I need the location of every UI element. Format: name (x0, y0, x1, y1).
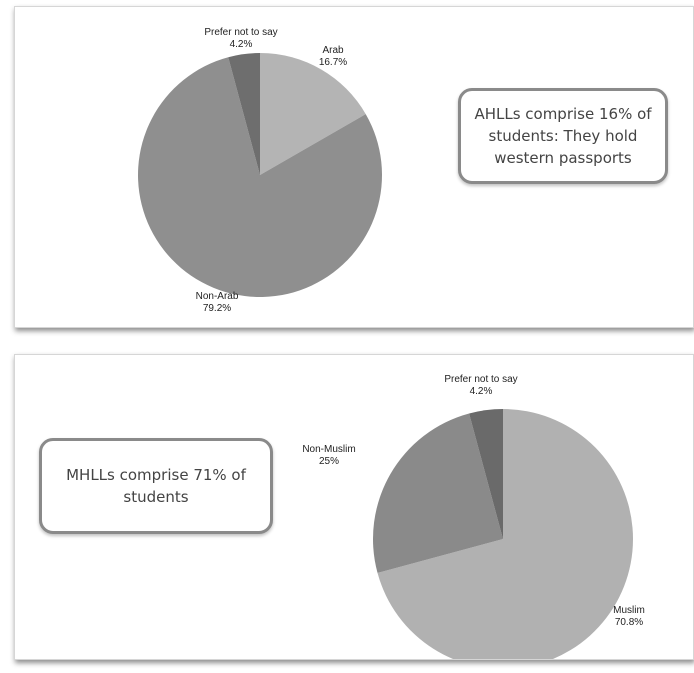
slice-label-prefer-not-to-say: Prefer not to say (444, 374, 517, 385)
chart-panel-religion: Muslim 70.8% Non-Muslim 25% Prefer not to sa… (14, 354, 694, 660)
callout-mhll-text: MHLLs comprise 71% of students (66, 466, 246, 506)
slice-label-muslim: Muslim (613, 605, 645, 616)
chart-panel-ethnicity: Arab 16.7% Non-Arab 79.2% Prefer not to say 4… (14, 6, 694, 328)
slice-value-non-muslim: 25% (319, 456, 339, 467)
pie-slice-non-muslim (372, 413, 503, 573)
slice-label-non-arab: Non-Arab (196, 291, 239, 302)
slice-value-prefer-not-to-say: 4.2% (230, 39, 253, 50)
slice-value-arab: 16.7% (319, 57, 347, 68)
slice-label-non-muslim: Non-Muslim (302, 444, 355, 455)
slice-label-arab: Arab (322, 45, 344, 56)
pie-slice-muslim (377, 409, 633, 659)
slice-value-muslim: 70.8% (615, 617, 643, 628)
callout-mhll: MHLLs comprise 71% of students (39, 438, 273, 534)
slice-value-prefer-not-to-say: 4.2% (470, 386, 493, 397)
callout-ahll: AHLLs comprise 16% of students: They hol… (458, 88, 668, 184)
pie-slice-arab (260, 53, 366, 175)
pie-slice-prefer-not-to-say (228, 53, 260, 175)
pie-slice-prefer-not-to-say (469, 409, 503, 539)
slice-label-prefer-not-to-say: Prefer not to say (204, 27, 277, 38)
slice-value-non-arab: 79.2% (203, 303, 231, 314)
pie-slice-non-arab (138, 57, 383, 298)
callout-ahll-text: AHLLs comprise 16% of students: They hol… (474, 105, 652, 167)
